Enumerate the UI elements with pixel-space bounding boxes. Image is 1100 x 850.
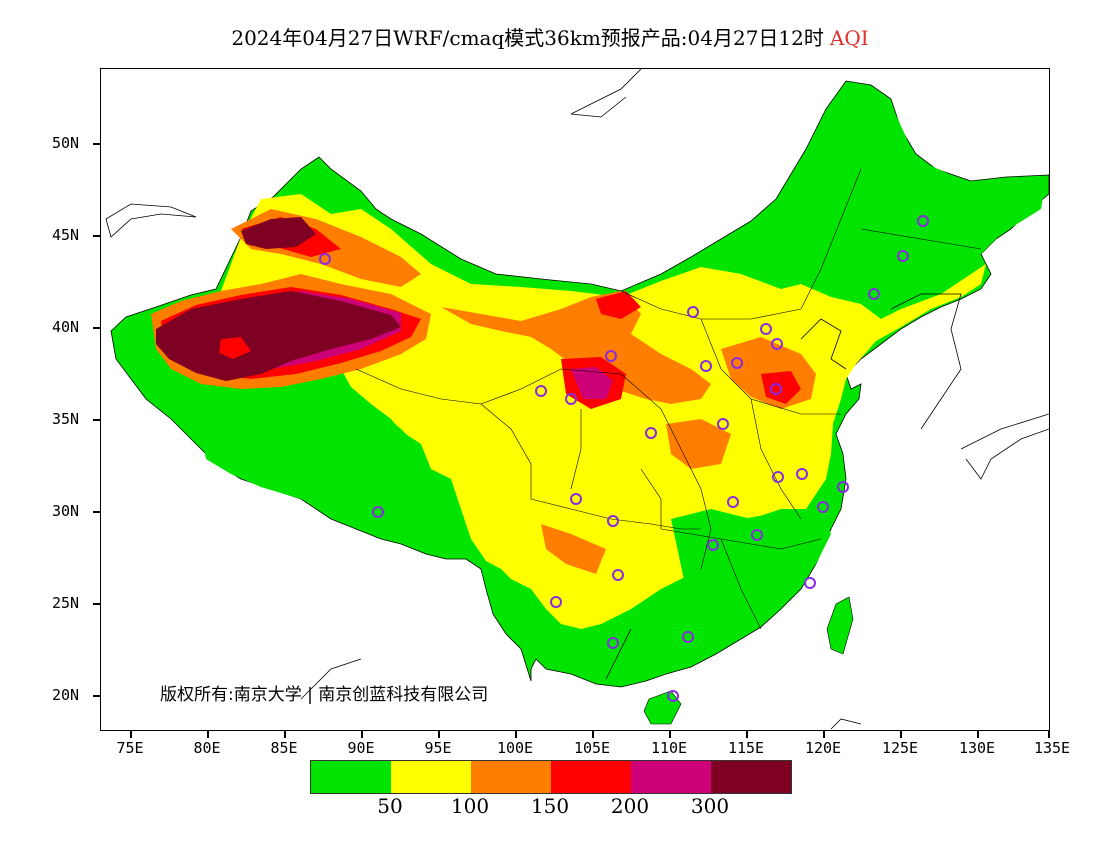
lon-tick-135e [1048,731,1050,738]
lon-tick-130e [977,731,979,738]
lon-label-100e: 100E [496,739,534,757]
lat-label-50n: 50N [52,134,80,152]
island-taiwan [826,596,854,655]
region-usg-central [666,419,731,469]
lon-label-95e: 95E [424,739,452,757]
legend-swatch-very-unhealthy [631,761,711,793]
lat-tick-45n [93,235,100,237]
lon-tick-120e [823,731,825,738]
legend-label-150: 150 [530,794,570,818]
lon-tick-80e [207,731,209,738]
copyright-notice: 版权所有:南京大学 | 南京创蓝科技有限公司 [160,685,489,705]
legend-label-100: 100 [450,794,490,818]
province-boundaries [355,168,982,630]
legend-label-200: 200 [610,794,650,818]
lon-tick-110e [669,731,671,738]
lat-label-45n: 45N [52,226,80,244]
lon-label-130e: 130E [958,739,996,757]
lon-tick-95e [438,731,440,738]
region-unhealthy-tarim-core [219,337,251,359]
region-very-unhealthy-shanxi [571,367,613,399]
region-good-south [631,509,831,659]
lon-label-80e: 80E [193,739,221,757]
lon-tick-125e [900,731,902,738]
legend-swatch-usg [471,761,551,793]
lon-label-85e: 85E [270,739,298,757]
region-usg-north [441,291,711,404]
lat-label-35n: 35N [52,410,80,428]
legend-swatch-unhealthy [551,761,631,793]
lon-label-135e: 135E [1033,739,1071,757]
outside-coastlines [105,69,1049,730]
aqi-map-frame [100,68,1050,731]
title-main: 2024年04月27日WRF/cmaq模式36km预报产品:04月27日12时 [231,26,824,50]
lon-tick-115e [746,731,748,738]
map-title: 2024年04月27日WRF/cmaq模式36km预报产品:04月27日12时 A… [0,22,1100,51]
legend-swatch-moderate [391,761,471,793]
lat-tick-25n [93,603,100,605]
lon-tick-90e [361,731,363,738]
lat-tick-20n [93,695,100,697]
region-usg-southwest [541,524,606,574]
lon-label-125e: 125E [881,739,919,757]
lon-tick-100e [515,731,517,738]
lon-tick-75e [130,731,132,738]
lat-label-30n: 30N [52,502,80,520]
lon-label-105e: 105E [573,739,611,757]
region-unhealthy-innermongolia [596,291,641,319]
aqi-map [105,69,1049,730]
lat-tick-50n [93,143,100,145]
lon-label-75e: 75E [116,739,144,757]
region-good-northeast [791,99,1046,274]
lon-tick-105e [592,731,594,738]
legend-label-300: 300 [690,794,730,818]
region-hazardous-dzungaria [241,217,316,249]
region-good-tibet [196,387,431,524]
island-hainan [643,690,682,725]
lon-label-115e: 115E [727,739,765,757]
legend-swatch-good [311,761,391,793]
lat-tick-30n [93,511,100,513]
legend-swatch-hazardous [711,761,791,793]
lon-tick-85e [284,731,286,738]
lon-label-120e: 120E [804,739,842,757]
title-variable: AQI [829,26,869,50]
aqi-legend [310,760,792,794]
lon-label-110e: 110E [650,739,688,757]
lat-tick-35n [93,419,100,421]
lon-label-90e: 90E [347,739,375,757]
legend-label-50: 50 [377,794,403,818]
region-hazardous-tarim [156,291,401,381]
lat-tick-40n [93,327,100,329]
lat-label-25n: 25N [52,594,80,612]
city-station-markers [319,215,929,702]
lat-label-40n: 40N [52,318,80,336]
lat-label-20n: 20N [52,686,80,704]
